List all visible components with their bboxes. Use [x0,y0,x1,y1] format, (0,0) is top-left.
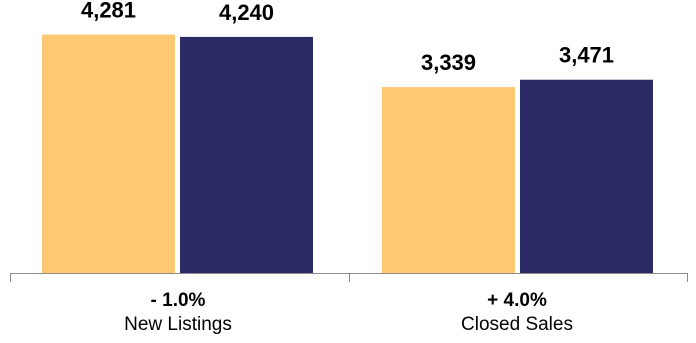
category-label: Closed Sales [461,314,573,335]
x-axis [10,273,688,282]
category-label: New Listings [124,314,232,335]
bar-1-2 [180,36,313,274]
bars-layer [42,34,653,274]
change-label: + 4.0% [487,290,547,311]
data-label: 4,281 [81,0,136,23]
data-label: 4,240 [219,0,274,25]
data-label: 3,471 [559,43,614,68]
value-labels-layer: 4,281 4,240 3,339 3,471 [81,0,614,75]
change-label: - 1.0% [151,290,206,311]
bar-2-2 [520,79,653,273]
data-label: 3,339 [421,50,476,75]
category-labels-layer: - 1.0% New Listings + 4.0% Closed Sales [124,290,573,335]
bar-2-1 [382,87,515,274]
bar-1-1 [42,34,175,274]
